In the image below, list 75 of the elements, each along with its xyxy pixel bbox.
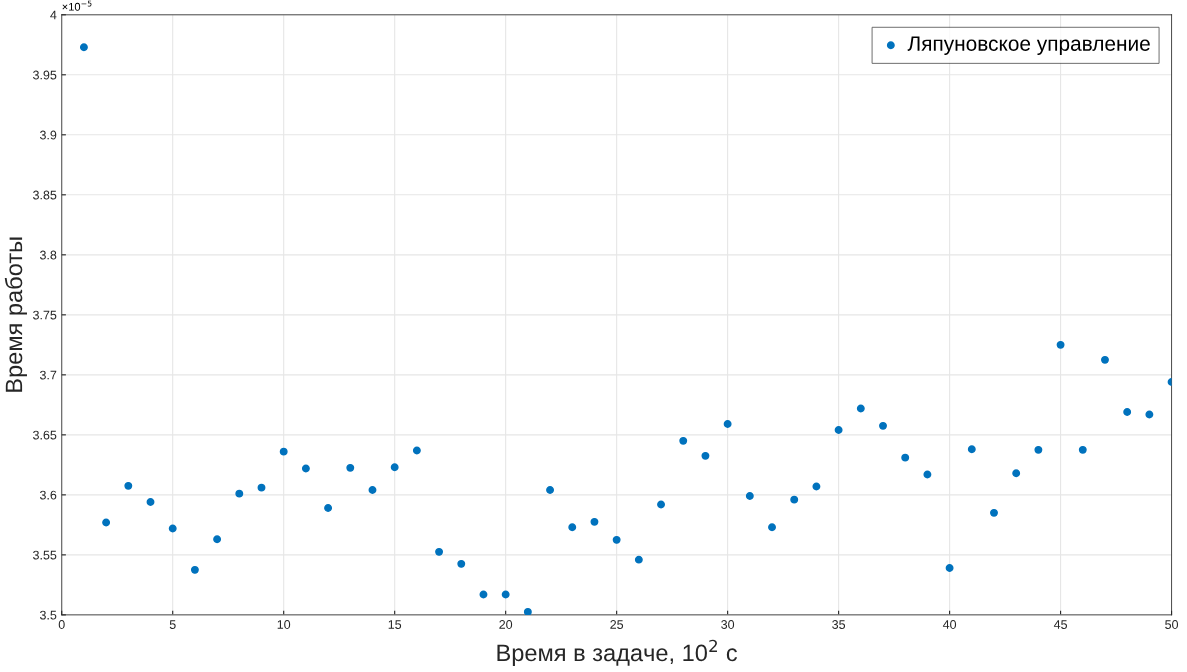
point [1012,469,1021,478]
point [346,463,355,472]
point [390,463,399,472]
y-tick-label: 3.75 [33,310,57,320]
point [768,523,776,532]
point [235,489,244,498]
point [324,504,333,513]
point [945,564,954,573]
point [568,523,577,532]
point [279,447,288,456]
y-tick-label: 3.5 [39,610,57,620]
point [546,486,555,495]
point [923,470,932,479]
point [190,565,199,574]
legend-label: Ляпуновское управление [907,36,1150,56]
point [745,492,754,501]
y-tick-label: 3.8 [39,250,57,260]
point [790,495,799,504]
y-tick-label: 3.95 [33,70,57,80]
point [523,607,532,615]
point [168,524,177,533]
x-tick-label: 25 [610,620,624,629]
point [612,535,621,544]
y-tick-label: 3.9 [39,130,57,140]
point [1078,445,1087,454]
point [1056,340,1065,349]
text: ×10$^{−5}$ [62,0,92,11]
point [435,547,444,556]
point [1101,355,1109,364]
point [657,500,665,509]
point [79,43,88,52]
point [634,555,643,564]
y-tick-label: 3.6 [39,490,57,500]
y-axis-title: Время работы [4,237,27,392]
point [479,590,488,599]
x-tick-label: 30 [721,620,735,629]
y-tick-label: 3.65 [33,430,57,440]
point [1145,410,1154,419]
y-tick-label: 3.7 [39,370,57,380]
point [834,426,843,435]
y-tick-label: 3.55 [33,550,57,560]
point [213,535,222,544]
x-tick-label: 10 [277,620,291,629]
x-tick-label: 5 [169,620,176,629]
point [1123,408,1132,416]
point [501,590,510,599]
point [124,481,133,490]
x-axis-title: Время в задаче, 10$^{2}$ с [497,639,738,666]
point [879,421,887,430]
point [967,445,976,454]
point [1034,445,1043,454]
point [990,508,998,517]
point [901,453,910,462]
x-tick-label: 20 [499,620,513,629]
x-tick-label: 0 [58,620,65,629]
point [102,518,111,527]
point [301,464,310,473]
point [590,517,599,526]
point [679,436,688,445]
point [723,420,732,429]
y-tick-label: 4 [50,10,57,20]
point [856,404,865,413]
x-tick-label: 35 [832,620,846,629]
point [146,498,155,507]
point [457,559,466,568]
point [412,446,421,455]
x-tick-label: 45 [1053,620,1068,629]
point [701,451,710,460]
point [812,482,821,491]
point [257,483,266,492]
x-tick-label: 50 [1165,620,1179,629]
x-tick-label: 15 [388,620,402,629]
x-tick-label: 40 [942,620,957,629]
y-tick-label: 3.85 [33,190,57,200]
point [368,486,377,495]
